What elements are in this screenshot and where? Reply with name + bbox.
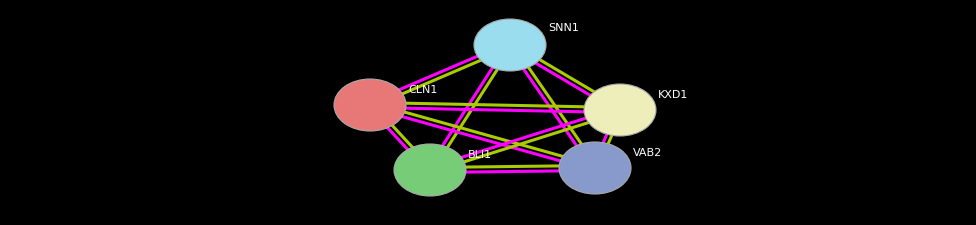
Ellipse shape bbox=[334, 79, 406, 131]
Text: SNN1: SNN1 bbox=[548, 23, 579, 33]
Text: CLN1: CLN1 bbox=[408, 85, 437, 95]
Ellipse shape bbox=[559, 142, 631, 194]
Text: BLI1: BLI1 bbox=[468, 150, 492, 160]
Text: KXD1: KXD1 bbox=[658, 90, 688, 100]
Ellipse shape bbox=[474, 19, 546, 71]
Text: VAB2: VAB2 bbox=[633, 148, 663, 158]
Ellipse shape bbox=[584, 84, 656, 136]
Ellipse shape bbox=[394, 144, 466, 196]
